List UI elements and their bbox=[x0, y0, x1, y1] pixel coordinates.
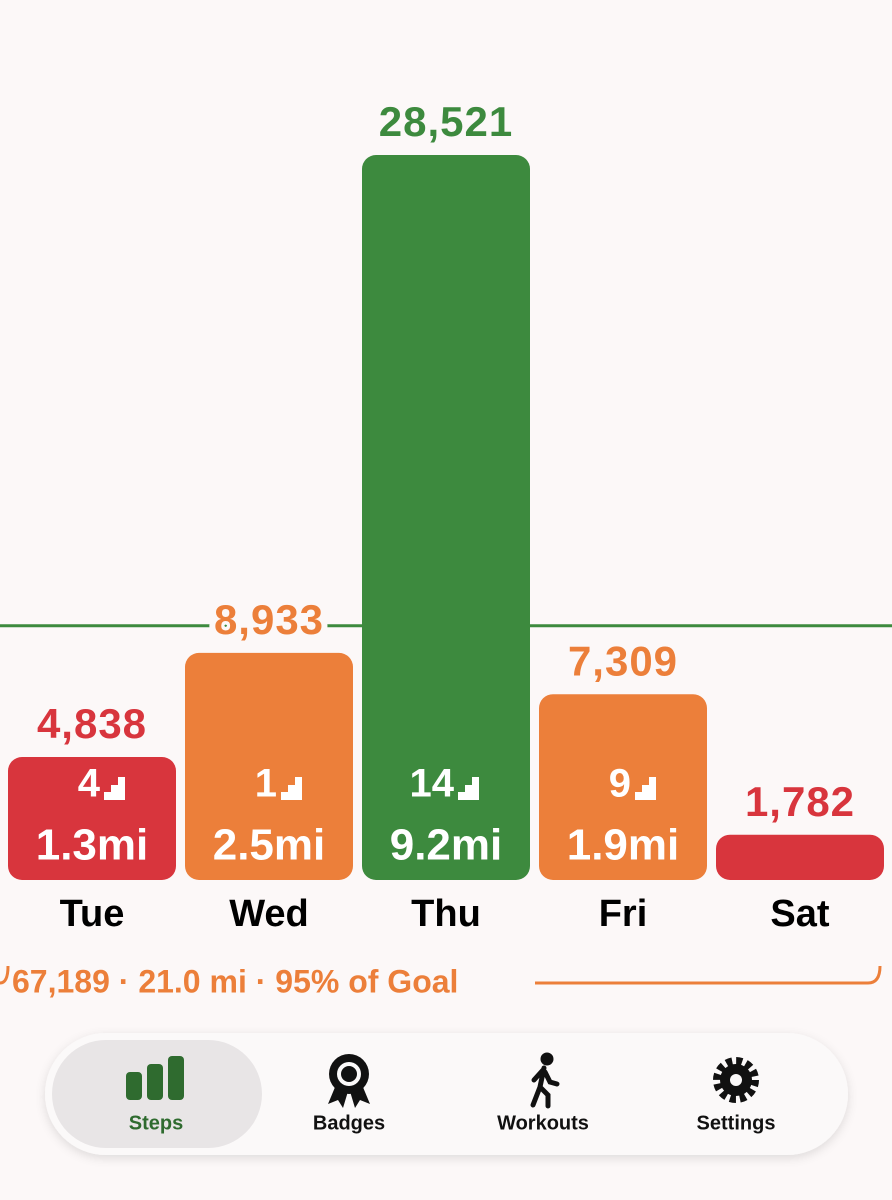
floors-label: 4 bbox=[78, 762, 101, 806]
value-label: 7,309 bbox=[568, 637, 678, 684]
tab-label[interactable]: Badges bbox=[313, 1112, 385, 1134]
distance-label: 2.5mi bbox=[213, 821, 326, 870]
stairs-icon bbox=[104, 777, 125, 800]
floors-label: 1 bbox=[255, 762, 277, 806]
value-label: 1,782 bbox=[745, 778, 855, 825]
distance-label: 1.3mi bbox=[36, 821, 149, 870]
day-label: Sat bbox=[770, 893, 829, 935]
day-label: Fri bbox=[599, 893, 648, 935]
bar bbox=[716, 834, 884, 880]
summary-bracket bbox=[0, 965, 882, 985]
floors-label: 9 bbox=[609, 762, 631, 806]
day-label: Thu bbox=[411, 893, 481, 935]
settings-icon bbox=[713, 1057, 759, 1103]
workouts-icon bbox=[530, 1052, 560, 1109]
chart: 4,838 Tue 4 1.3mi 8,933 Wed 1 2.5mi 28,521 Thu 14 9… bbox=[0, 92, 892, 935]
tab-label[interactable]: Settings bbox=[697, 1112, 776, 1134]
distance-label: 1.9mi bbox=[567, 821, 680, 870]
tab-label[interactable]: Steps bbox=[129, 1112, 183, 1134]
bar bbox=[362, 155, 530, 880]
stairs-icon bbox=[635, 777, 656, 800]
floors-label: 14 bbox=[410, 762, 455, 806]
value-label: 8,933 bbox=[214, 596, 324, 643]
bar bbox=[539, 694, 707, 880]
value-label: 4,838 bbox=[37, 700, 147, 747]
stairs-icon bbox=[458, 777, 479, 800]
distance-label: 9.2mi bbox=[390, 821, 503, 870]
tab-label[interactable]: Workouts bbox=[497, 1112, 589, 1134]
steps-icon bbox=[126, 1056, 184, 1100]
bar bbox=[8, 757, 176, 880]
badges-icon bbox=[328, 1054, 370, 1108]
value-label: 28,521 bbox=[379, 98, 513, 145]
day-label: Wed bbox=[229, 893, 309, 935]
stairs-icon bbox=[281, 777, 302, 800]
day-label: Tue bbox=[60, 893, 125, 935]
summary: 67,189 · 21.0 mi · 95% of Goal bbox=[12, 963, 458, 999]
bar bbox=[185, 652, 353, 880]
